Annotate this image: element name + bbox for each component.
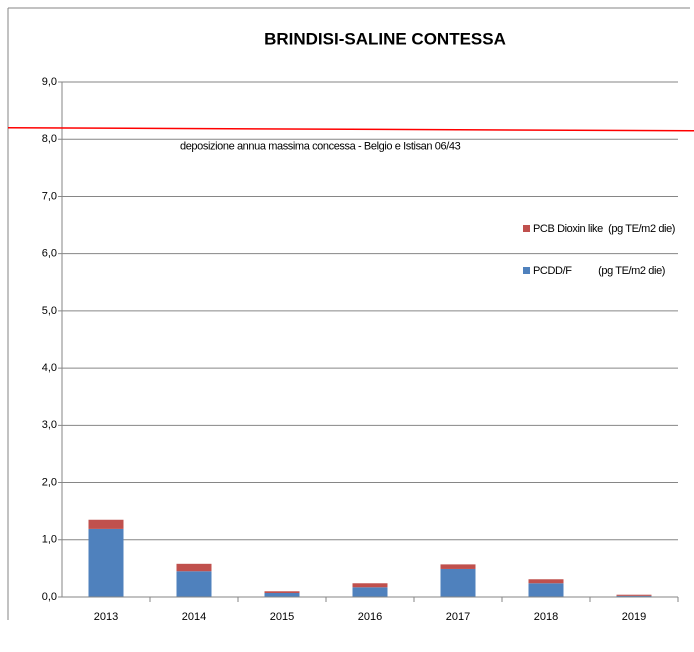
y-tick-label: 9,0 [42,76,57,88]
bar-segment [616,594,652,596]
x-tick-label: 2014 [182,611,206,623]
bar-segment [88,519,124,529]
bar-segment [264,591,300,593]
y-tick-label: 3,0 [42,419,57,431]
y-tick-label: 2,0 [42,476,57,488]
chart-title: BRINDISI-SALINE CONTESSA [264,29,506,48]
x-tick-label: 2017 [446,611,470,623]
x-tick-label: 2019 [622,611,646,623]
x-tick-label: 2015 [270,611,294,623]
bar-segment [352,587,388,597]
bar-segment [176,571,212,597]
bar-segment [616,595,652,597]
x-tick-label: 2018 [534,611,558,623]
bar-segment [176,563,212,572]
y-tick-label: 7,0 [42,190,57,202]
x-tick-label: 2016 [358,611,382,623]
x-tick-label: 2013 [94,611,118,623]
y-tick-label: 4,0 [42,362,57,374]
y-tick-label: 0,0 [42,591,57,603]
y-tick-label: 1,0 [42,534,57,546]
bar-segment [440,568,476,597]
y-tick-label: 6,0 [42,248,57,260]
reference-label: deposizione annua massima concessa - Bel… [180,141,461,153]
bar-segment [528,579,564,584]
bar-segment [88,528,124,597]
reference-line [7,127,694,132]
bar-segment [352,583,388,588]
legend-label: PCB Dioxin like (pg TE/m2 die) [533,223,675,235]
legend-label: PCDD/F (pg TE/m2 die) [533,265,665,277]
bar-segment [440,564,476,569]
legend-swatch [523,267,530,274]
y-tick-label: 5,0 [42,305,57,317]
legend-swatch [523,225,530,232]
bar-segment [264,592,300,597]
y-tick-label: 8,0 [42,133,57,145]
bar-segment [528,583,564,597]
